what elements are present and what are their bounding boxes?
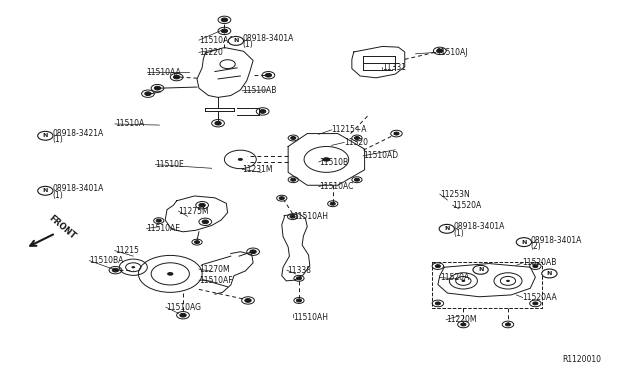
Text: 11331: 11331 xyxy=(383,62,406,72)
Circle shape xyxy=(202,220,209,224)
Text: 08918-3421A: 08918-3421A xyxy=(52,129,104,138)
Circle shape xyxy=(533,302,538,305)
Circle shape xyxy=(215,121,221,125)
Circle shape xyxy=(245,299,251,302)
Circle shape xyxy=(250,250,256,254)
Text: (1): (1) xyxy=(243,41,253,49)
Text: (2): (2) xyxy=(531,243,541,251)
Text: 11215: 11215 xyxy=(115,246,139,255)
Circle shape xyxy=(506,323,511,326)
Circle shape xyxy=(290,215,295,218)
Text: 11510AB: 11510AB xyxy=(243,86,276,95)
Circle shape xyxy=(167,272,173,276)
Text: N: N xyxy=(444,226,449,231)
Text: (1): (1) xyxy=(52,191,63,200)
Text: N: N xyxy=(478,267,483,272)
Text: N: N xyxy=(521,240,527,245)
Circle shape xyxy=(541,269,557,278)
Circle shape xyxy=(228,36,244,45)
Circle shape xyxy=(323,157,330,161)
Circle shape xyxy=(112,268,118,272)
Text: 11510AE: 11510AE xyxy=(147,224,180,233)
Text: 11275M: 11275M xyxy=(179,206,209,216)
Circle shape xyxy=(296,277,301,280)
Circle shape xyxy=(221,18,228,22)
Text: 11510AF: 11510AF xyxy=(199,276,232,285)
Text: 11510AH: 11510AH xyxy=(293,212,328,221)
Text: 11510AJ: 11510AJ xyxy=(436,48,467,57)
Circle shape xyxy=(180,313,186,317)
Text: (1): (1) xyxy=(454,229,465,238)
Circle shape xyxy=(506,280,510,282)
Text: 08918-3401A: 08918-3401A xyxy=(52,184,104,193)
Circle shape xyxy=(291,178,296,181)
Text: 11231M: 11231M xyxy=(243,165,273,174)
Text: 11520A: 11520A xyxy=(452,201,482,210)
Text: 11510AC: 11510AC xyxy=(319,182,353,191)
Circle shape xyxy=(221,29,228,33)
Text: 11510A: 11510A xyxy=(115,119,144,128)
Text: 11270M: 11270M xyxy=(199,264,230,273)
Text: 08918-3401A: 08918-3401A xyxy=(243,34,294,43)
Text: 11520A: 11520A xyxy=(440,273,469,282)
Text: 11510BA: 11510BA xyxy=(90,256,124,265)
Text: R1120010: R1120010 xyxy=(562,355,601,364)
Circle shape xyxy=(533,264,538,267)
Text: 11510AG: 11510AG xyxy=(166,302,201,312)
Circle shape xyxy=(238,158,243,161)
Circle shape xyxy=(355,137,360,140)
Circle shape xyxy=(330,202,335,205)
Circle shape xyxy=(296,299,301,302)
Text: N: N xyxy=(233,38,239,44)
Text: 11520AA: 11520AA xyxy=(523,293,557,302)
Text: 08918-3401A: 08918-3401A xyxy=(454,222,505,231)
Text: FRONT: FRONT xyxy=(47,214,77,241)
Circle shape xyxy=(435,264,440,267)
Text: 11320: 11320 xyxy=(344,138,368,147)
Circle shape xyxy=(154,86,161,90)
Text: 11215+A: 11215+A xyxy=(332,125,367,134)
Circle shape xyxy=(38,186,53,195)
Circle shape xyxy=(461,280,465,282)
Text: 11510E: 11510E xyxy=(156,160,184,169)
Circle shape xyxy=(173,75,180,79)
Circle shape xyxy=(145,92,151,96)
Text: 11510AA: 11510AA xyxy=(199,36,234,45)
Circle shape xyxy=(38,131,53,140)
Circle shape xyxy=(265,73,271,77)
Circle shape xyxy=(199,203,205,207)
Circle shape xyxy=(436,49,443,53)
Circle shape xyxy=(435,302,440,305)
Circle shape xyxy=(279,197,284,200)
Text: 11220M: 11220M xyxy=(446,315,477,324)
Circle shape xyxy=(195,241,200,244)
Circle shape xyxy=(461,323,466,326)
Circle shape xyxy=(291,137,296,140)
Circle shape xyxy=(259,110,266,113)
Text: 11510AA: 11510AA xyxy=(147,68,181,77)
Text: N: N xyxy=(43,188,48,193)
Text: N: N xyxy=(547,271,552,276)
Circle shape xyxy=(394,132,399,135)
Circle shape xyxy=(156,219,161,222)
Circle shape xyxy=(355,178,360,181)
Text: 11510AH: 11510AH xyxy=(293,312,328,321)
Circle shape xyxy=(439,224,454,233)
Circle shape xyxy=(131,266,135,268)
Text: 08918-3401A: 08918-3401A xyxy=(531,236,582,245)
Circle shape xyxy=(516,238,532,247)
Circle shape xyxy=(473,265,488,274)
Text: 11510B: 11510B xyxy=(319,157,348,167)
Text: 11510AD: 11510AD xyxy=(364,151,399,160)
Text: N: N xyxy=(43,133,48,138)
Text: 11253N: 11253N xyxy=(440,190,470,199)
Text: (1): (1) xyxy=(52,135,63,144)
Text: 11220: 11220 xyxy=(199,48,223,57)
Text: 11338: 11338 xyxy=(287,266,311,275)
Text: 11520AB: 11520AB xyxy=(523,258,557,267)
